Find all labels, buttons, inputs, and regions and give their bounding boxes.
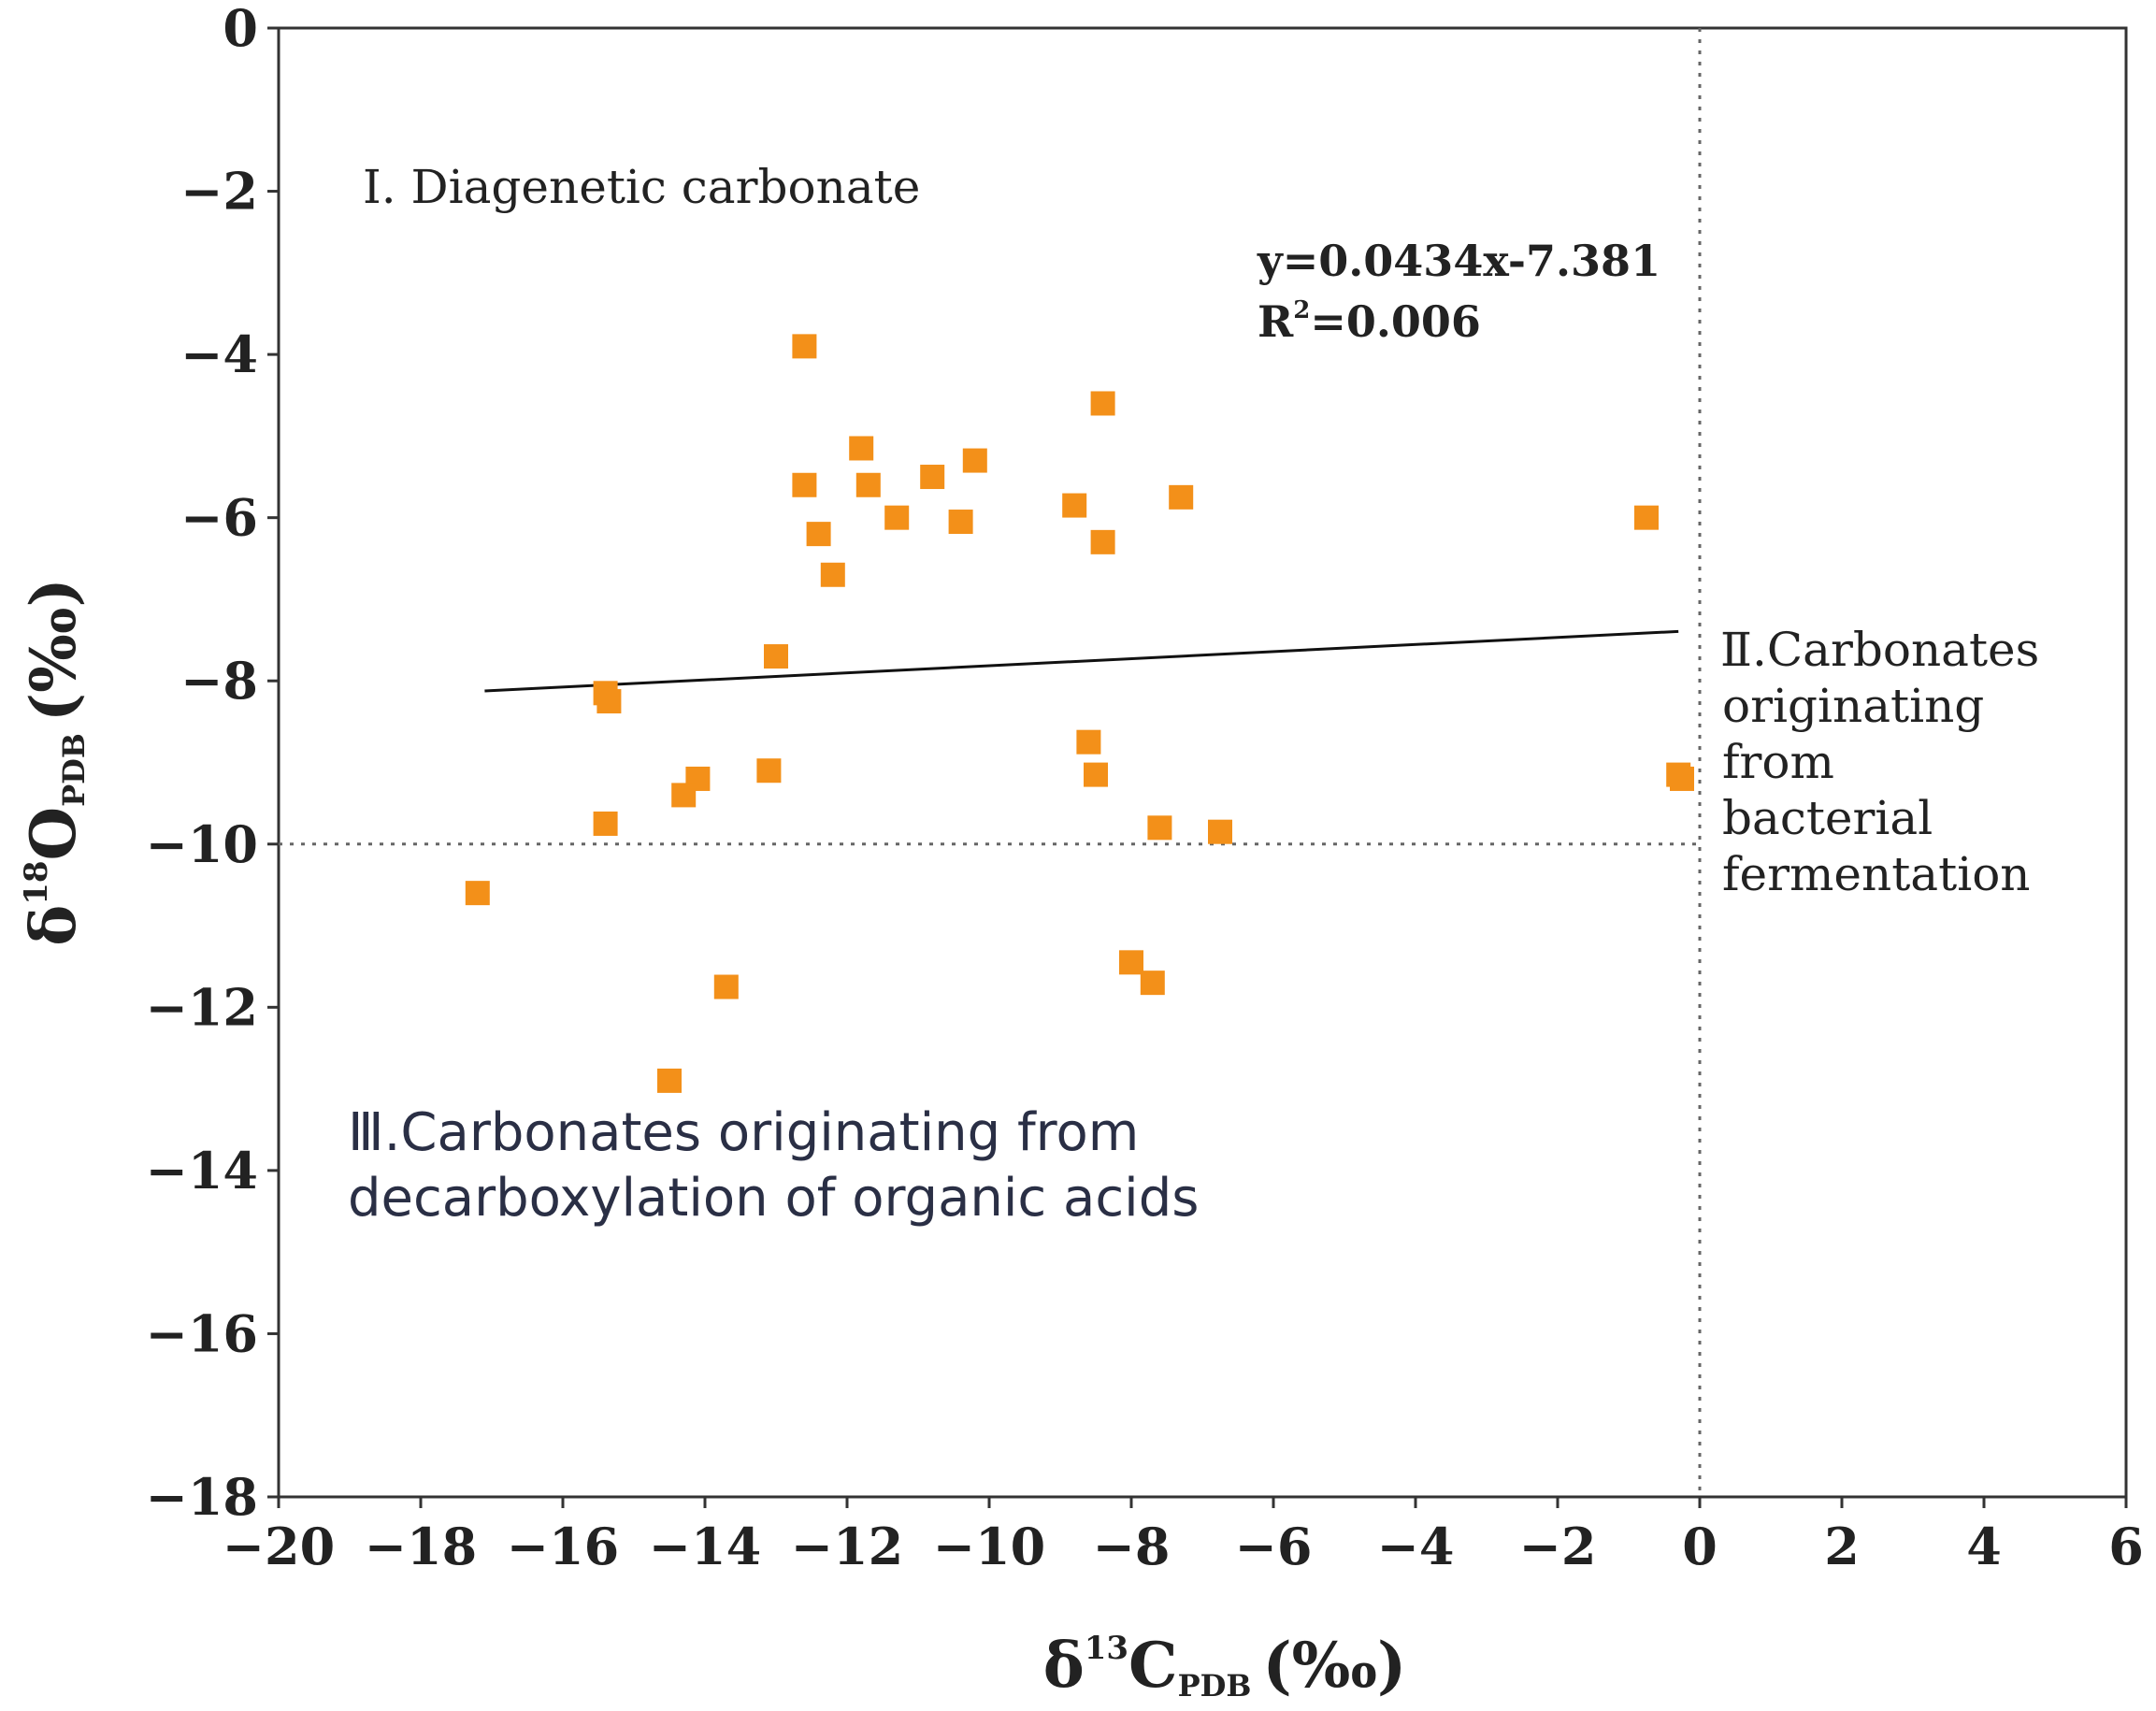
x-axis-title-subscript: PDB xyxy=(1178,1668,1252,1704)
x-axis-ticks: −20 −18 −16 −14 −12 −10 −8 −6 −4 −2 0 2 4 6 xyxy=(223,1497,2144,1576)
data-point xyxy=(920,465,945,490)
y-axis-title: δ18OPDB (‰) xyxy=(17,578,92,946)
plot-frame xyxy=(277,26,2128,1499)
r-squared-superscript: 2 xyxy=(1293,296,1310,324)
x-tick-label: −16 xyxy=(507,1517,619,1576)
data-point xyxy=(1076,729,1101,755)
x-tick-label: −14 xyxy=(649,1517,761,1576)
x-tick-label: −20 xyxy=(223,1517,335,1576)
region-2-line-1: Ⅱ.Carbonates xyxy=(1720,623,2039,677)
y-tick-label: −14 xyxy=(146,1141,258,1201)
x-tick-label: −18 xyxy=(365,1517,477,1576)
data-point xyxy=(596,689,622,714)
x-tick-label: 4 xyxy=(1966,1517,2002,1576)
region-3-line-2: decarboxylation of organic acids xyxy=(348,1168,1199,1229)
reference-lines xyxy=(279,28,1702,1497)
y-tick-label: 0 xyxy=(223,0,258,58)
trendline-equation: y=0.0434x-7.381 xyxy=(1257,236,1660,286)
data-point xyxy=(948,510,973,535)
trendline-group xyxy=(484,629,1679,693)
data-point xyxy=(806,522,831,547)
data-point xyxy=(1169,484,1194,510)
y-tick-label: −8 xyxy=(180,651,258,711)
x-tick-label: −12 xyxy=(791,1517,903,1576)
data-point xyxy=(855,472,881,497)
x-axis-title: δ13CPDB (‰) xyxy=(1043,1629,1407,1704)
x-axis-title-superscript: 13 xyxy=(1085,1630,1128,1667)
y-axis-title-unit: (‰) xyxy=(17,578,90,722)
x-tick-label: 2 xyxy=(1824,1517,1860,1576)
data-point xyxy=(1084,762,1108,787)
y-axis-title-base: O xyxy=(17,807,90,861)
x-tick-label: 6 xyxy=(2108,1517,2144,1576)
y-tick-label: −6 xyxy=(180,488,258,548)
y-axis-title-superscript: 18 xyxy=(18,860,55,904)
x-tick-label: −2 xyxy=(1519,1517,1597,1576)
data-point xyxy=(849,436,874,461)
y-axis-title-subscript: PDB xyxy=(56,733,92,807)
data-point xyxy=(671,783,697,808)
data-point xyxy=(756,758,782,784)
r-squared-value: =0.006 xyxy=(1310,296,1481,347)
r-squared-symbol: R xyxy=(1258,296,1294,347)
data-point xyxy=(820,562,845,587)
data-point xyxy=(1090,391,1115,416)
data-point xyxy=(1208,819,1232,844)
region-2-line-4: bacterial xyxy=(1722,791,1933,845)
data-point xyxy=(764,644,788,669)
y-tick-label: −2 xyxy=(180,162,258,222)
region-3-line-1: Ⅲ.Carbonates originating from xyxy=(348,1102,1139,1163)
x-axis-title-base: C xyxy=(1128,1629,1178,1702)
data-point xyxy=(1119,950,1143,975)
data-point xyxy=(1090,529,1115,554)
y-tick-label: −12 xyxy=(146,977,258,1037)
data-point xyxy=(884,505,910,530)
x-tick-label: −6 xyxy=(1235,1517,1313,1576)
region-2-line-5: fermentation xyxy=(1722,847,2031,901)
region-2-line-2: originating xyxy=(1722,679,1984,733)
data-point xyxy=(962,448,987,473)
data-point xyxy=(593,811,618,836)
data-point xyxy=(1062,493,1087,518)
x-tick-label: −4 xyxy=(1377,1517,1455,1576)
y-tick-label: −4 xyxy=(180,324,258,384)
y-tick-label: −18 xyxy=(146,1467,258,1527)
trendline xyxy=(484,629,1679,693)
x-axis-title-unit: (‰) xyxy=(1262,1629,1406,1702)
region-3-label: Ⅲ.Carbonates originating from decarboxyl… xyxy=(348,1102,1199,1229)
x-axis-title-symbol: δ xyxy=(1043,1629,1085,1702)
data-point xyxy=(792,472,817,497)
x-tick-label: 0 xyxy=(1682,1517,1718,1576)
data-point xyxy=(465,881,490,906)
data-point xyxy=(1670,766,1694,791)
y-axis-title-symbol: δ xyxy=(17,905,90,946)
data-point xyxy=(1634,505,1659,530)
data-point xyxy=(657,1068,682,1093)
y-tick-label: −10 xyxy=(146,814,258,874)
region-2-label: Ⅱ.Carbonates originating from bacterial … xyxy=(1720,623,2054,901)
data-point xyxy=(1140,971,1165,996)
region-1-label: Ⅰ. Diagenetic carbonate xyxy=(363,160,920,214)
region-2-line-3: from xyxy=(1722,735,1834,789)
data-points xyxy=(465,334,1694,1093)
data-point xyxy=(792,334,817,359)
trendline-r-squared: R2=0.006 xyxy=(1258,296,1481,347)
y-axis-ticks: 0 −2 −4 −6 −8 −10 −12 −14 −16 −18 xyxy=(146,0,279,1527)
y-tick-label: −16 xyxy=(146,1303,258,1363)
data-point xyxy=(1147,815,1172,841)
x-tick-label: −10 xyxy=(933,1517,1045,1576)
data-point xyxy=(713,974,739,999)
x-tick-label: −8 xyxy=(1093,1517,1171,1576)
